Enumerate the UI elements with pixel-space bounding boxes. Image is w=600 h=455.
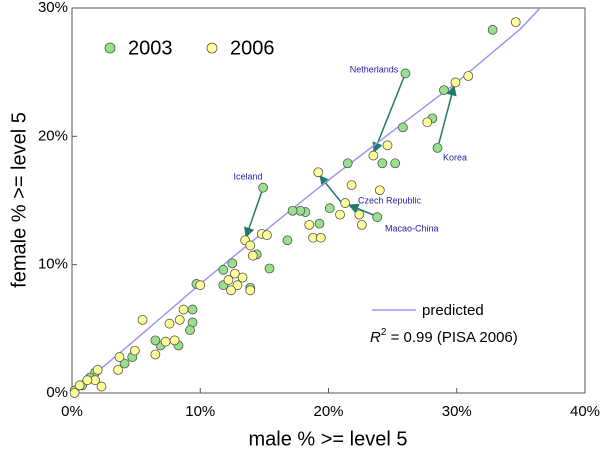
point <box>346 180 357 191</box>
predicted-line <box>71 7 541 394</box>
point <box>96 381 107 392</box>
point <box>314 218 325 229</box>
point <box>137 314 148 325</box>
point <box>287 205 298 216</box>
point <box>160 336 171 347</box>
point <box>227 258 238 269</box>
point <box>195 280 206 291</box>
point <box>258 182 268 193</box>
x-axis-title: male % >= level 5 <box>249 428 408 450</box>
y-tick-label: 10% <box>38 256 68 273</box>
point <box>382 140 393 151</box>
y-axis-title: female % >= level 5 <box>8 112 30 288</box>
point <box>432 142 443 153</box>
y-tick-label: 0% <box>46 384 68 401</box>
legend-label: 2006 <box>230 37 275 59</box>
point <box>450 77 461 88</box>
legend-label: predicted <box>422 302 484 319</box>
point <box>397 122 408 133</box>
point <box>368 150 379 161</box>
point <box>82 375 93 386</box>
point <box>487 24 498 35</box>
point <box>374 185 385 196</box>
annotation: Netherlands <box>350 64 399 74</box>
annotation: Macao-China <box>385 223 439 233</box>
point <box>169 335 180 346</box>
r-symbol: R <box>370 329 381 346</box>
y-tick-label: 20% <box>38 127 68 144</box>
point <box>354 209 365 220</box>
point <box>226 285 236 296</box>
r-exponent: 2 <box>381 327 387 338</box>
x-tick-label: 20% <box>313 403 343 420</box>
point <box>304 219 315 230</box>
r-text: = 0.99 (PISA 2006) <box>386 329 517 346</box>
point <box>262 230 272 241</box>
point <box>324 203 335 214</box>
point <box>232 280 243 291</box>
point <box>113 364 124 375</box>
legend-marker <box>206 42 218 54</box>
y-tick-label: 30% <box>38 0 68 16</box>
x-tick-label: 30% <box>442 403 472 420</box>
point <box>129 345 140 356</box>
x-tick-label: 10% <box>185 403 215 420</box>
point <box>377 158 388 169</box>
point <box>74 380 85 391</box>
point <box>69 388 80 398</box>
point <box>422 117 433 128</box>
point <box>114 352 125 362</box>
point <box>390 158 401 169</box>
point <box>223 275 234 285</box>
point <box>229 268 240 279</box>
point <box>340 198 351 208</box>
x-tick-label: 40% <box>570 403 600 420</box>
annotation: Czech Republic <box>358 195 422 205</box>
point <box>119 358 130 369</box>
point <box>164 318 175 329</box>
point <box>174 314 185 325</box>
point <box>150 335 161 346</box>
point <box>400 68 411 79</box>
point <box>463 71 474 81</box>
point <box>187 304 198 315</box>
annotation: Korea <box>443 152 467 162</box>
point <box>264 263 275 274</box>
annotation: Iceland <box>233 171 262 181</box>
point <box>282 235 293 246</box>
point <box>185 325 195 336</box>
point <box>178 304 189 315</box>
point <box>247 250 258 261</box>
legend-label: 2003 <box>128 37 173 59</box>
point <box>313 167 324 178</box>
point <box>315 232 326 243</box>
point <box>92 364 103 375</box>
point <box>356 219 367 230</box>
x-tick-label: 0% <box>61 403 83 420</box>
point <box>372 212 383 223</box>
point <box>245 285 256 296</box>
point <box>439 85 449 96</box>
point <box>335 209 345 220</box>
annotation-arrows <box>244 76 457 238</box>
legend-marker <box>104 42 116 54</box>
point <box>342 158 353 169</box>
point <box>150 349 161 360</box>
point <box>510 17 521 28</box>
point <box>245 240 256 251</box>
r-squared: R2 = 0.99 (PISA 2006) <box>370 327 518 346</box>
point <box>237 272 248 283</box>
point <box>218 264 229 275</box>
